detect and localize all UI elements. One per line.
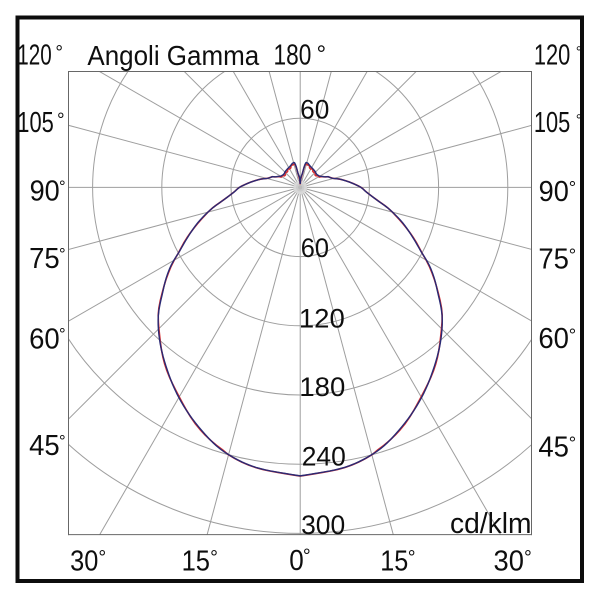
svg-text:°: ° bbox=[55, 42, 63, 63]
svg-text:120: 120 bbox=[17, 39, 51, 71]
svg-text:°: ° bbox=[569, 324, 576, 345]
svg-text:120: 120 bbox=[534, 38, 570, 70]
svg-text:105: 105 bbox=[534, 106, 570, 138]
svg-text:120: 120 bbox=[299, 303, 345, 334]
svg-text:105: 105 bbox=[17, 106, 54, 138]
svg-text:°: ° bbox=[524, 547, 532, 569]
svg-text:60: 60 bbox=[29, 322, 60, 354]
svg-text:°: ° bbox=[59, 178, 66, 196]
svg-text:60: 60 bbox=[538, 322, 569, 354]
svg-text:°: ° bbox=[59, 326, 66, 344]
svg-text:°: ° bbox=[59, 245, 66, 263]
svg-text:30: 30 bbox=[70, 545, 98, 577]
svg-text:°: ° bbox=[576, 44, 582, 61]
svg-text:°: ° bbox=[303, 545, 311, 567]
svg-text:Angoli Gamma: Angoli Gamma bbox=[87, 40, 260, 71]
svg-text:°: ° bbox=[210, 546, 218, 568]
svg-text:90: 90 bbox=[539, 175, 569, 207]
svg-text:60: 60 bbox=[300, 94, 329, 125]
svg-text:180: 180 bbox=[274, 39, 312, 71]
svg-text:300: 300 bbox=[301, 509, 345, 540]
svg-text:°: ° bbox=[569, 177, 576, 198]
svg-text:°: ° bbox=[569, 245, 576, 266]
svg-text:75: 75 bbox=[538, 242, 569, 274]
svg-text:°: ° bbox=[317, 41, 327, 68]
svg-text:°: ° bbox=[59, 432, 66, 450]
svg-text:15: 15 bbox=[380, 545, 408, 577]
svg-text:60: 60 bbox=[301, 232, 329, 263]
svg-text:180: 180 bbox=[299, 371, 345, 402]
svg-text:°: ° bbox=[569, 433, 576, 454]
svg-text:cd/klm: cd/klm bbox=[450, 508, 532, 540]
svg-text:75: 75 bbox=[29, 242, 60, 274]
svg-text:90: 90 bbox=[30, 175, 60, 207]
svg-text:30: 30 bbox=[494, 545, 524, 577]
svg-text:15: 15 bbox=[182, 545, 210, 577]
svg-text:°: ° bbox=[57, 110, 65, 131]
svg-text:45: 45 bbox=[538, 430, 569, 462]
svg-text:240: 240 bbox=[302, 441, 346, 472]
svg-text:°: ° bbox=[576, 112, 582, 129]
svg-text:°: ° bbox=[98, 547, 106, 569]
svg-text:°: ° bbox=[408, 546, 416, 568]
svg-text:0: 0 bbox=[289, 544, 304, 576]
svg-text:45: 45 bbox=[29, 429, 60, 461]
